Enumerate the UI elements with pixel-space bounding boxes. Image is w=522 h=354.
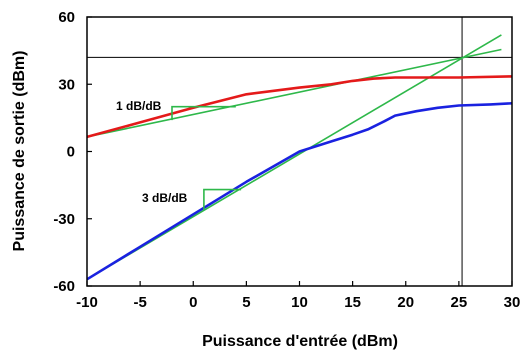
x-tick-label: -10 — [76, 294, 98, 311]
tick-labels: -10 -5 0 5 10 15 20 25 30 60 30 0 -30 -60 — [53, 9, 520, 311]
x-axis-title: Puissance d'entrée (dBm) — [202, 333, 398, 350]
y-tick-label: 30 — [58, 76, 75, 93]
series-line-blue-1 — [86, 102, 513, 281]
y-tick-label: 0 — [67, 144, 75, 161]
y-tick-label: -60 — [53, 278, 75, 295]
slope-markers — [171, 105, 242, 210]
x-tick-label: -5 — [133, 294, 146, 311]
y-tick-label: -30 — [53, 211, 75, 228]
x-tick-label: 0 — [189, 294, 197, 311]
plot-lines — [86, 17, 513, 286]
annotation-3db: 3 dB/dB — [142, 191, 188, 205]
series-line-red-0 — [86, 75, 513, 139]
axis-ticks — [86, 16, 513, 287]
series-line-green-2 — [86, 48, 502, 138]
x-tick-label: 20 — [397, 294, 414, 311]
x-tick-label: 15 — [344, 294, 361, 311]
x-tick-label: 30 — [504, 294, 521, 311]
x-tick-label: 5 — [242, 294, 250, 311]
y-axis-title: Puissance de sortie (dBm) — [11, 51, 28, 252]
x-tick-label: 25 — [451, 294, 468, 311]
x-tick-label: 10 — [291, 294, 308, 311]
slope-marker-1 — [203, 188, 242, 210]
y-tick-label: 60 — [58, 9, 75, 26]
annotation-1db: 1 dB/dB — [116, 99, 162, 113]
slope-marker-0 — [171, 105, 236, 121]
